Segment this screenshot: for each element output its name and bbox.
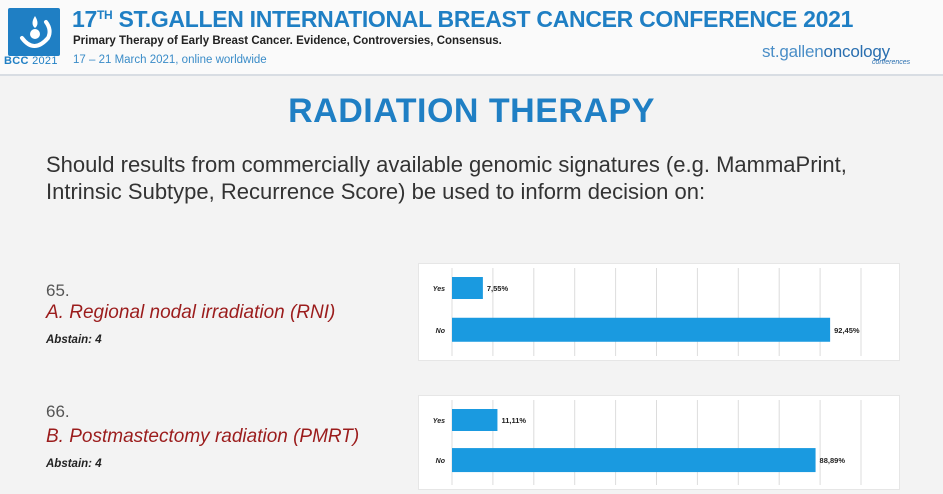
conference-header: BCC 2021 17TH ST.GALLEN INTERNATIONAL BR…	[0, 0, 943, 76]
logo-year: 2021	[32, 55, 58, 67]
conference-title: 17TH ST.GALLEN INTERNATIONAL BREAST CANC…	[72, 6, 853, 33]
conference-number: 17	[72, 6, 97, 32]
conference-dates: 17 – 21 March 2021, online worldwide	[73, 54, 267, 66]
brand-right: oncology	[823, 42, 891, 61]
question-number: 66.	[46, 402, 70, 421]
data-label: 88,89%	[820, 456, 846, 465]
bcc-logo	[8, 8, 60, 56]
slide-title: RADIATION THERAPY	[288, 92, 655, 130]
conference-subtitle: Primary Therapy of Early Breast Cancer. …	[73, 35, 502, 47]
question-label: B. Postmastectomy radiation (PMRT)	[46, 426, 360, 447]
brand-small: conferences	[872, 59, 911, 66]
category-label: Yes	[433, 286, 445, 293]
data-label: 92,45%	[834, 326, 860, 335]
category-label: No	[436, 328, 446, 335]
vote-chart-pmrt: Yes 11,11% No 88,89%	[418, 395, 900, 490]
brand-left: st.gallen	[762, 42, 824, 61]
abstain-count: Abstain: 4	[46, 458, 102, 470]
bar	[452, 277, 483, 299]
bcc-logo-icon	[20, 16, 52, 48]
bar	[452, 317, 831, 342]
vote-chart-rni: Yes 7,55% No 92,45%	[418, 263, 900, 361]
bar-chart-svg: Yes 11,11% No 88,89%	[433, 400, 862, 485]
conference-title-text: ST.GALLEN INTERNATIONAL BREAST CANCER CO…	[118, 6, 854, 32]
brand-logo: st.gallenoncology	[762, 42, 890, 62]
question-number: 65.	[46, 281, 70, 300]
logo-caption: BCC 2021	[4, 55, 58, 67]
data-label: 7,55%	[487, 284, 509, 293]
bar-chart-svg: Yes 7,55% No 92,45%	[433, 268, 862, 356]
question-label: A. Regional nodal irradiation (RNI)	[46, 302, 336, 323]
question-text: Should results from commercially availab…	[46, 152, 847, 204]
abstain-count: Abstain: 4	[46, 334, 102, 346]
bar	[452, 448, 816, 473]
conference-suffix: TH	[96, 8, 113, 22]
bar	[452, 409, 498, 431]
logo-label: BCC	[4, 55, 29, 67]
category-label: No	[436, 458, 446, 465]
category-label: Yes	[433, 418, 445, 425]
data-label: 11,11%	[501, 416, 526, 425]
